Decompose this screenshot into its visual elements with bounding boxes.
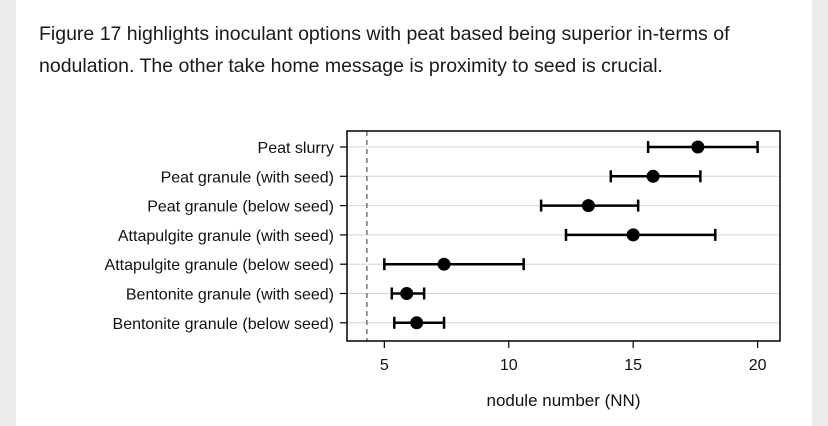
- category-label: Bentonite granule (with seed): [126, 287, 334, 304]
- mean-marker: [691, 140, 705, 154]
- category-label: Peat granule (with seed): [161, 169, 334, 186]
- data-point-group: [564, 228, 717, 242]
- mean-marker: [581, 199, 595, 213]
- mean-marker: [410, 316, 424, 330]
- mean-marker: [400, 287, 414, 300]
- data-point-group: [393, 316, 446, 330]
- content-card: Figure 17 highlights inoculant options w…: [16, 0, 812, 426]
- data-point-group: [390, 287, 426, 300]
- plot-frame: [346, 130, 781, 342]
- category-label: Attapulgite granule (below seed): [105, 257, 334, 274]
- category-label: Peat granule (below seed): [147, 199, 334, 216]
- x-tick-label: 15: [624, 357, 642, 374]
- series-layer: [383, 140, 759, 330]
- mean-marker: [437, 257, 451, 271]
- data-point-group: [609, 169, 702, 183]
- category-labels: Peat slurry Peat granule (with seed) Peat …: [105, 140, 347, 333]
- data-point-group: [646, 140, 759, 154]
- category-label: Bentonite granule (below seed): [113, 316, 334, 333]
- x-tick-label: 5: [380, 357, 389, 374]
- data-point-group: [383, 257, 525, 271]
- mean-marker: [626, 228, 640, 242]
- figure-caption: Figure 17 highlights inoculant options w…: [39, 23, 730, 77]
- x-axis-ticks: 5 10 15 20: [380, 341, 767, 374]
- category-label: Attapulgite granule (with seed): [118, 228, 334, 245]
- x-axis-title: nodule number (NN): [486, 391, 640, 410]
- category-label: Peat slurry: [258, 140, 334, 157]
- data-point-group: [539, 199, 640, 213]
- x-tick-label: 10: [500, 357, 518, 374]
- mean-marker: [646, 169, 660, 183]
- x-tick-label: 20: [749, 357, 767, 374]
